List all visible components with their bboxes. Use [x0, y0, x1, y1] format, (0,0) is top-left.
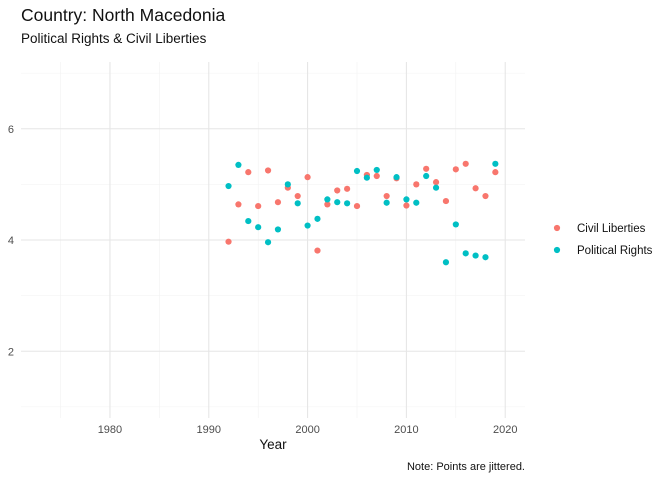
point-civil-liberties [304, 174, 311, 181]
point-political-rights [492, 160, 499, 167]
point-civil-liberties [245, 169, 252, 176]
point-political-rights [324, 196, 331, 203]
point-political-rights [373, 166, 380, 174]
point-civil-liberties [403, 202, 410, 209]
chart-subtitle: Political Rights & Civil Liberties [21, 31, 207, 46]
point-political-rights [462, 250, 469, 257]
point-civil-liberties [432, 179, 440, 186]
point-political-rights [472, 252, 479, 259]
x-tick-label: 2020 [493, 424, 517, 436]
point-political-rights [403, 196, 410, 203]
point-political-rights [264, 239, 272, 246]
point-political-rights [304, 222, 311, 229]
point-civil-liberties [344, 185, 351, 192]
point-political-rights [235, 161, 242, 169]
point-political-rights [344, 200, 351, 207]
x-tick-label: 1980 [98, 424, 122, 436]
x-tick-label: 2000 [295, 424, 319, 436]
point-civil-liberties [353, 202, 361, 210]
point-political-rights [482, 254, 489, 261]
point-political-rights [334, 199, 341, 206]
point-civil-liberties [235, 201, 242, 208]
x-axis-ticks: 1980 1990 2000 2010 2020 [98, 424, 518, 436]
legend: Civil Liberties Political Rights [553, 223, 653, 257]
point-civil-liberties [383, 192, 390, 200]
point-political-rights [245, 217, 252, 225]
point-civil-liberties [324, 201, 331, 208]
legend-label-political-rights: Political Rights [577, 245, 653, 257]
point-political-rights [225, 182, 232, 190]
chart-title: Country: North Macedonia [21, 5, 226, 25]
point-political-rights [442, 259, 450, 266]
point-political-rights [314, 215, 321, 222]
x-tick-label: 1990 [197, 424, 221, 436]
x-axis-label: Year [259, 437, 287, 452]
gridlines [21, 62, 525, 418]
point-political-rights [413, 199, 420, 206]
point-political-rights [383, 199, 390, 206]
point-civil-liberties [452, 166, 459, 173]
point-civil-liberties [413, 181, 420, 188]
point-political-rights [363, 174, 370, 181]
y-tick-label: 4 [8, 235, 14, 247]
legend-label-civil-liberties: Civil Liberties [577, 223, 646, 235]
point-civil-liberties [492, 169, 499, 176]
point-political-rights [284, 181, 291, 188]
point-civil-liberties [255, 202, 262, 210]
point-civil-liberties [264, 167, 272, 174]
point-political-rights [423, 172, 430, 180]
point-civil-liberties [334, 187, 341, 194]
point-civil-liberties [482, 192, 489, 200]
point-political-rights [353, 167, 361, 175]
point-political-rights [274, 226, 282, 233]
y-tick-label: 6 [8, 124, 14, 136]
y-tick-label: 2 [8, 346, 14, 358]
point-civil-liberties [442, 197, 450, 205]
chart-caption: Note: Points are jittered. [407, 461, 525, 473]
point-civil-liberties [294, 192, 301, 200]
plot-panel [21, 62, 525, 418]
y-axis-ticks: 2 4 6 [8, 124, 14, 359]
point-civil-liberties [225, 238, 232, 245]
point-civil-liberties [472, 185, 479, 192]
point-civil-liberties [314, 247, 321, 254]
point-political-rights [432, 184, 440, 191]
point-civil-liberties [274, 199, 282, 206]
legend-key-civil-liberties [553, 224, 561, 232]
point-civil-liberties [373, 172, 380, 180]
point-civil-liberties [462, 160, 469, 167]
legend-key-political-rights [553, 246, 561, 254]
point-political-rights [255, 224, 262, 231]
point-political-rights [393, 174, 400, 181]
point-civil-liberties [423, 165, 430, 172]
x-tick-label: 2010 [394, 424, 418, 436]
data-points [225, 160, 499, 266]
point-political-rights [294, 200, 301, 207]
point-political-rights [452, 221, 459, 228]
